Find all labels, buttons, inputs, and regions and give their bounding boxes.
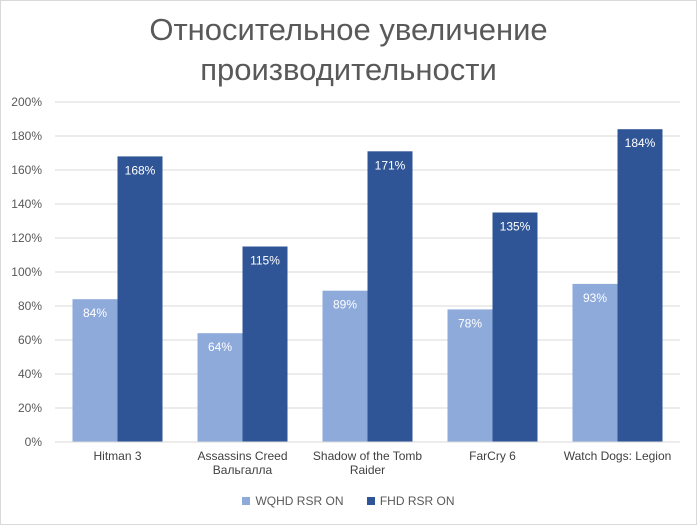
data-label: 168%: [125, 163, 156, 177]
y-tick-label: 100%: [11, 265, 42, 279]
data-label: 115%: [250, 254, 280, 268]
legend-swatch-wqhd: [242, 497, 251, 505]
data-label: 135%: [500, 220, 531, 234]
bar: [617, 129, 663, 442]
data-label: 93%: [583, 291, 607, 305]
bar: [117, 156, 163, 442]
y-tick-label: 120%: [11, 231, 42, 245]
y-tick-label: 20%: [18, 401, 42, 415]
bar: [197, 333, 243, 442]
y-tick-label: 200%: [11, 95, 42, 109]
bar: [242, 246, 288, 442]
chart-title: Относительное увеличение производительно…: [149, 12, 548, 87]
bar: [447, 309, 493, 442]
legend: WQHD RSR ON FHD RSR ON: [0, 494, 697, 508]
legend-label-fhd: FHD RSR ON: [379, 494, 455, 508]
legend-label-wqhd: WQHD RSR ON: [255, 494, 344, 508]
y-tick-label: 80%: [18, 299, 42, 313]
bar: [322, 290, 368, 442]
x-tick-label: Hitman 3: [93, 449, 141, 463]
x-tick-label: FarCry 6: [469, 449, 516, 463]
y-tick-label: 180%: [11, 129, 42, 143]
bar: [367, 151, 413, 443]
data-label: 171%: [375, 158, 406, 172]
legend-item-wqhd: WQHD RSR ON: [242, 494, 343, 508]
y-tick-label: 140%: [11, 197, 42, 211]
data-label: 184%: [625, 136, 656, 150]
data-label: 89%: [333, 298, 357, 312]
bar: [572, 283, 618, 442]
y-tick-label: 160%: [11, 163, 42, 177]
bar: [492, 212, 538, 442]
legend-swatch-fhd: [366, 497, 375, 505]
x-tick-label: Shadow of the Tomb Raider: [313, 449, 423, 477]
x-tick-label: Watch Dogs: Legion: [564, 449, 672, 463]
legend-item-fhd: FHD RSR ON: [366, 494, 455, 508]
bar: [72, 299, 118, 442]
data-label: 84%: [83, 306, 107, 320]
data-label: 78%: [458, 316, 482, 330]
x-tick-label: Assassins Creed Вальгалла: [197, 449, 287, 477]
y-tick-label: 0%: [25, 435, 43, 449]
data-label: 64%: [208, 340, 232, 354]
y-tick-label: 60%: [18, 333, 42, 347]
y-tick-label: 40%: [18, 367, 42, 381]
